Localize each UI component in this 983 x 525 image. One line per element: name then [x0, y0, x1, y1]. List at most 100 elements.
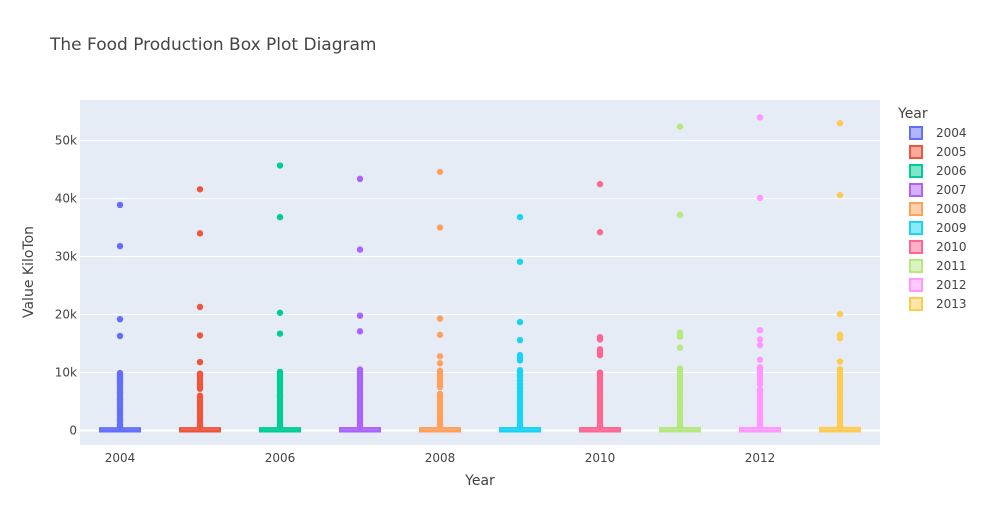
outlier-point — [436, 331, 444, 339]
outlier-point — [836, 310, 844, 318]
outlier-point — [756, 342, 764, 349]
outlier-point — [596, 351, 604, 359]
legend-item-2011[interactable]: 2011 — [909, 259, 967, 273]
outlier-point — [756, 356, 764, 363]
outlier-point — [196, 230, 204, 237]
legend-item-2009[interactable]: 2009 — [909, 221, 967, 235]
outlier-point — [756, 194, 764, 202]
legend-item-2005[interactable]: 2005 — [909, 145, 967, 159]
outlier-point — [836, 119, 844, 127]
legend-label: 2007 — [936, 183, 967, 197]
legend-swatch — [909, 145, 923, 159]
outlier-point — [516, 357, 524, 364]
legend-label: 2006 — [936, 164, 967, 178]
box-series-2006 — [259, 162, 301, 433]
outlier-point — [596, 229, 604, 236]
legend-label: 2013 — [936, 297, 967, 311]
outlier-point — [676, 333, 684, 340]
plot-area — [80, 100, 880, 445]
x-tick-label: 2004 — [105, 451, 136, 465]
y-tick-label: 20k — [55, 308, 77, 322]
box-series-2009 — [499, 213, 541, 433]
outlier-point — [676, 211, 684, 219]
box-series — [99, 114, 861, 433]
outlier-point — [836, 422, 844, 430]
outlier-point — [196, 186, 204, 193]
outlier-point — [596, 336, 604, 343]
outlier-point — [276, 330, 284, 337]
outlier-point — [436, 353, 444, 360]
outlier-point — [116, 315, 124, 323]
x-tick-label: 2006 — [265, 451, 296, 465]
outlier-point — [196, 303, 204, 311]
legend-swatch — [909, 202, 923, 216]
legend-label: 2009 — [936, 221, 967, 235]
box-series-2013 — [819, 119, 861, 433]
y-tick-label: 50k — [55, 134, 77, 148]
outlier-point — [356, 328, 364, 335]
outlier-point — [676, 344, 684, 351]
outlier-point — [836, 191, 844, 199]
outlier-point — [116, 332, 124, 340]
outlier-point — [276, 422, 284, 430]
x-tick-label: 2012 — [745, 451, 776, 465]
legend-item-2007[interactable]: 2007 — [909, 183, 967, 197]
y-tick-label: 40k — [55, 192, 77, 206]
outlier-point — [356, 312, 364, 319]
x-axis-title: Year — [464, 473, 495, 489]
outlier-point — [436, 168, 444, 176]
legend-item-2013[interactable]: 2013 — [909, 297, 967, 311]
outlier-point — [756, 326, 764, 334]
outlier-point — [276, 162, 284, 169]
legend-item-2010[interactable]: 2010 — [909, 240, 967, 254]
outlier-point — [756, 422, 764, 430]
outlier-point — [436, 224, 444, 231]
outlier-point — [756, 380, 764, 388]
legend-label: 2011 — [936, 259, 967, 273]
legend-label: 2012 — [936, 278, 967, 292]
outlier-point — [196, 332, 204, 339]
legend-item-2008[interactable]: 2008 — [909, 202, 967, 216]
outlier-point — [516, 422, 524, 430]
outlier-point — [516, 318, 524, 326]
x-tick-label: 2010 — [585, 451, 616, 465]
legend-swatch — [909, 126, 923, 140]
outlier-point — [196, 422, 204, 430]
legend-swatch — [909, 164, 923, 178]
y-axis-ticks: 0 10k 20k 30k 40k 50k — [55, 134, 77, 438]
outlier-point — [596, 422, 604, 430]
outlier-point — [276, 213, 284, 221]
legend-item-2004[interactable]: 2004 — [909, 126, 967, 140]
legend-swatch — [909, 221, 923, 235]
legend-item-2012[interactable]: 2012 — [909, 278, 967, 292]
outlier-point — [116, 423, 124, 430]
legend-item-2006[interactable]: 2006 — [909, 164, 967, 178]
outlier-point — [196, 358, 204, 366]
legend-label: 2004 — [936, 126, 967, 140]
outlier-point — [356, 423, 364, 430]
outlier-point — [436, 315, 444, 322]
outlier-point — [836, 358, 844, 365]
legend-label: 2010 — [936, 240, 967, 254]
outlier-point — [756, 336, 764, 343]
outlier-point — [676, 422, 684, 430]
outlier-point — [676, 123, 684, 130]
x-tick-label: 2008 — [425, 451, 456, 465]
outlier-point — [516, 258, 524, 265]
legend-swatch — [909, 297, 923, 311]
legend-swatch — [909, 240, 923, 254]
x-axis-ticks: 2004 2006 2008 2010 2012 — [105, 451, 776, 465]
legend[interactable]: 2004 2005 2006 2007 2008 2009 2010 2011 2012 2013 — [909, 126, 967, 311]
outlier-point — [516, 213, 524, 221]
legend-swatch — [909, 259, 923, 273]
legend-label: 2008 — [936, 202, 967, 216]
y-tick-label: 30k — [55, 250, 77, 264]
box-series-2005 — [179, 186, 221, 433]
box-series-2004 — [99, 201, 141, 433]
outlier-point — [276, 309, 284, 316]
legend-title: Year — [897, 106, 928, 122]
box-series-2008 — [419, 168, 461, 433]
box-series-2011 — [659, 123, 701, 433]
outlier-point — [756, 114, 764, 121]
